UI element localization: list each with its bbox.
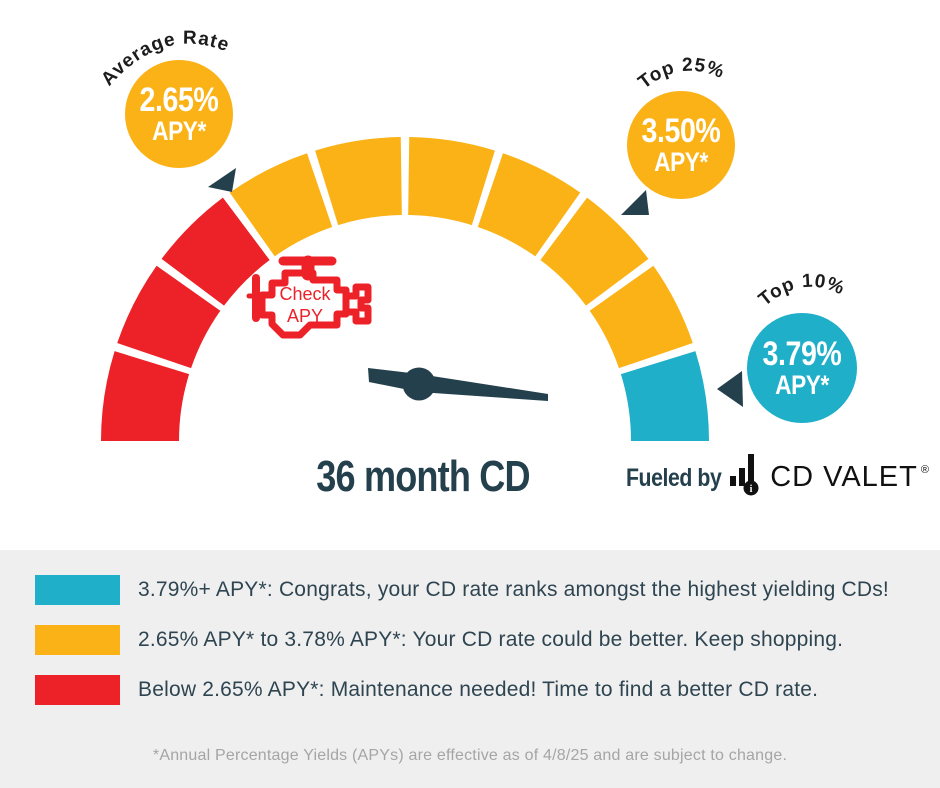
legend-band: 3.79%+ APY*: Congrats, your CD rate rank… [0, 550, 940, 788]
registered-mark: ® [920, 464, 929, 476]
top-10-arrow-icon [717, 371, 743, 407]
top-10-suffix: APY* [775, 369, 829, 400]
gauge-title: 36 month CD [316, 452, 530, 501]
legend-row-yellow: 2.65% APY* to 3.78% APY*: Your CD rate c… [35, 625, 843, 655]
top-10-value: 3.79% [762, 334, 842, 373]
gauge-segment-yellow-3 [229, 153, 333, 257]
top-10-badge: 3.79% APY* [747, 313, 857, 423]
legend-text-teal: 3.79%+ APY*: Congrats, your CD rate rank… [138, 578, 889, 601]
check-engine-label-line2: APY [287, 306, 323, 326]
legend-row-red: Below 2.65% APY*: Maintenance needed! Ti… [35, 675, 818, 705]
teal-swatch [35, 575, 120, 605]
apy-footnote: *Annual Percentage Yields (APYs) are eff… [152, 747, 788, 764]
gauge-segment-yellow-7 [540, 197, 649, 306]
gauge-segment-red-2 [161, 197, 270, 306]
top-25-arc-label: Top 25% [635, 55, 728, 94]
top-25-arrow-icon [621, 190, 649, 215]
average-rate-arrow-icon [208, 168, 236, 192]
yellow-swatch [35, 625, 120, 655]
top-25-value: 3.50% [641, 111, 721, 150]
check-engine-icon [246, 255, 372, 339]
legend-row-teal: 3.79%+ APY*: Congrats, your CD rate rank… [35, 575, 889, 605]
svg-text:i: i [750, 484, 753, 495]
gauge-segment-yellow-5 [408, 137, 495, 226]
gauge-segment-yellow-8 [589, 265, 693, 369]
average-rate-badge: 2.65% APY* [125, 60, 233, 168]
top-10-arc-label: Top 10% [755, 271, 848, 311]
gauge-segment-red-1 [117, 265, 221, 369]
branding: Fueled by i CD VALET ® [626, 452, 929, 496]
gauge-segment-yellow-4 [315, 137, 402, 226]
cd-valet-wordmark: CD VALET [770, 461, 918, 493]
average-rate-value: 2.65% [139, 80, 219, 119]
check-engine-label-line1: Check [279, 284, 331, 304]
average-rate-suffix: APY* [152, 115, 206, 146]
top-25-badge: 3.50% APY* [627, 91, 735, 199]
top-25-suffix: APY* [654, 146, 708, 177]
gauge-needle [368, 367, 548, 401]
legend-text-red: Below 2.65% APY*: Maintenance needed! Ti… [138, 678, 819, 701]
fueled-by-label: Fueled by [626, 464, 722, 492]
legend-text-yellow: 2.65% APY* to 3.78% APY*: Your CD rate c… [138, 628, 844, 651]
gauge-segments [101, 137, 709, 441]
red-swatch [35, 675, 120, 705]
cd-valet-logo-icon: i [730, 454, 759, 496]
gauge-segment-red-0 [101, 351, 190, 441]
gauge-segment-teal-9 [620, 351, 709, 441]
gauge-segment-yellow-6 [477, 153, 581, 257]
